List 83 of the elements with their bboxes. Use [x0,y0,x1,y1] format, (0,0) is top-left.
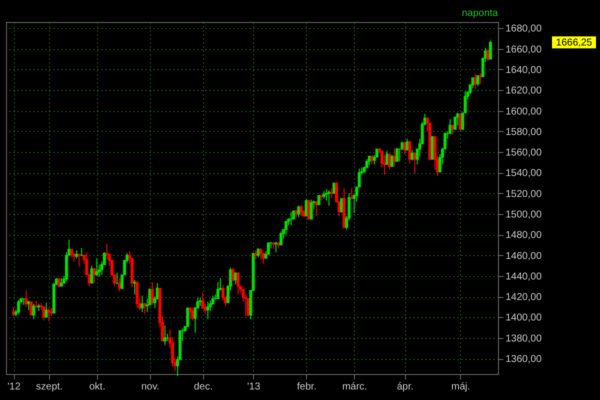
x-tick-label: nov. [141,382,160,392]
x-tick-label: okt. [89,382,106,392]
candlestick [382,154,386,176]
y-tick-label: 1560,00 [506,148,542,159]
candlestick [307,200,310,220]
text: 1666,25 [556,37,593,48]
candlestick [284,220,288,236]
candlestick [95,258,98,276]
candlestick [24,290,28,308]
candlestick [150,282,154,306]
candlestick [327,190,330,206]
x-tick-label: dec. [194,382,213,392]
y-tick-label: 1620,00 [506,86,542,97]
candlestick [410,150,414,161]
candlestick [259,248,262,260]
y-tick-label: 1660,00 [506,44,542,56]
y-tick-label: 1420,00 [506,292,542,304]
x-tick-label: márc. [342,382,368,392]
candlestick [340,198,344,212]
y-tick-label: 1440,00 [506,271,542,282]
candlestick [206,301,210,320]
candlestick [236,272,240,296]
candlestick [488,40,492,60]
candlestick [317,195,320,206]
candlestick [430,136,434,160]
candlestick [300,204,303,217]
candlestick [274,241,278,253]
candlestick [140,295,144,313]
y-tick-label: 1500,00 [506,210,542,220]
y-tick-label: 1380,00 [506,333,542,344]
candlestick [44,302,48,318]
candlestick [314,201,318,217]
x-tick-label: febr. [297,382,316,392]
x-tick-label: '13 [247,382,261,392]
candlestick [188,307,192,320]
candlestick [388,154,392,170]
candlestick [262,252,265,264]
text: naponta [462,8,498,19]
y-tick-label: 1400,00 [506,312,542,324]
x-tick-label: '12 [8,382,21,392]
candlestick [456,112,460,126]
candlestick [78,254,81,268]
x-tick-label: ápr. [396,382,414,392]
candlestick [350,188,354,200]
y-tick-label: 1520,00 [506,188,542,200]
candlestick [17,299,20,315]
candlestick [280,231,283,246]
candlestick [143,302,146,315]
candlestick [256,248,260,258]
y-tick-label: 1600,00 [506,106,542,118]
y-tick-label: 1360,00 [506,354,542,366]
candlestick [90,265,94,284]
candlestick [324,188,328,202]
candlestick [390,154,394,168]
candlestick [30,301,33,316]
candlestick [133,280,136,296]
candlestick [266,242,270,255]
y-tick-label: 1580,00 [506,126,542,138]
candlestick [454,116,457,130]
x-tick-label: szept. [36,382,63,392]
candlestick [330,188,333,200]
candlestick [186,308,190,327]
candlestick [32,303,36,320]
candlestick [310,199,313,220]
candlestick [332,182,336,194]
candlestick [368,156,371,166]
candlestick [136,282,139,308]
y-tick-label: 1540,00 [506,168,542,180]
candlestick [396,147,399,162]
candlestick [476,75,480,86]
y-tick-label: 1680,00 [506,24,542,35]
candlestick [408,140,412,164]
candlestick [92,268,96,284]
candlestick [65,252,68,282]
candlestick [163,324,166,346]
y-tick-label: 1460,00 [506,250,542,262]
candlestick [47,307,50,322]
candlestick [216,282,220,300]
x-tick-label: máj. [451,382,470,392]
y-tick-label: 1480,00 [506,230,542,242]
candlestick [57,278,60,288]
candlestick [12,306,16,317]
y-tick-label: 1640,00 [506,64,542,76]
